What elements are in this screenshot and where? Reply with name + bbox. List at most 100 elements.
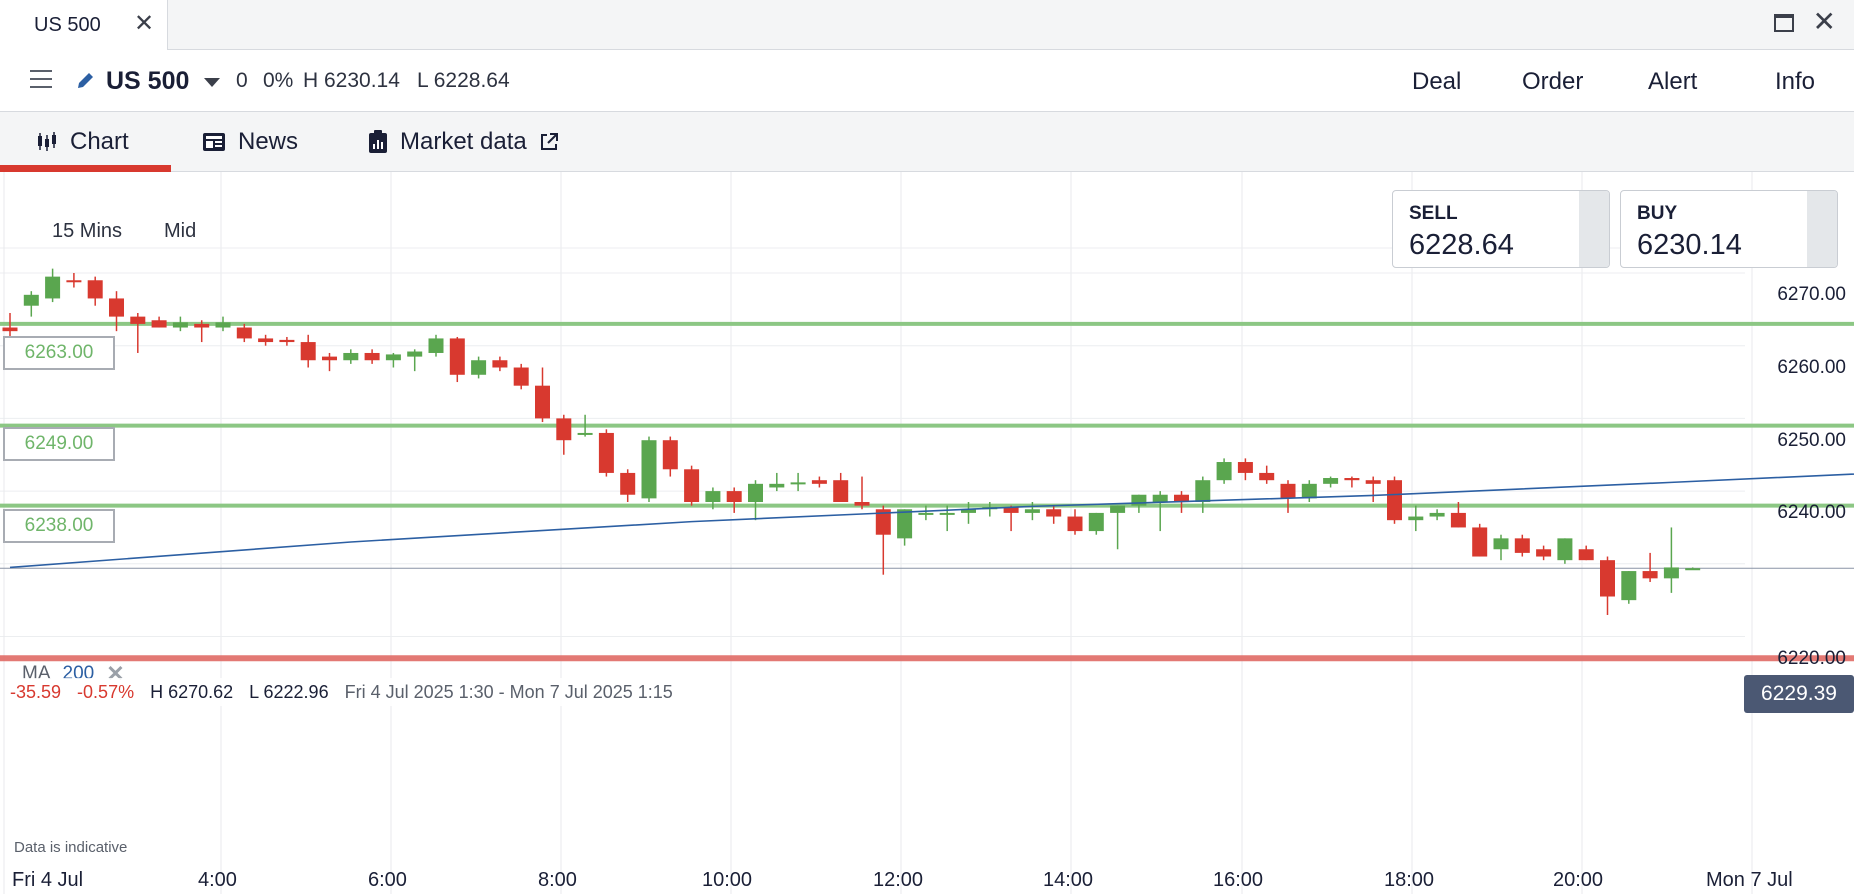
instrument-name[interactable]: US 500 — [106, 67, 190, 95]
candle-body — [1450, 512, 1466, 528]
candle-body — [1621, 571, 1637, 601]
candle-body — [769, 483, 785, 488]
candle-body — [109, 298, 124, 317]
chart-stats: -35.59 -0.57% H 6270.62 L 6222.96 Fri 4 … — [10, 678, 679, 706]
alert-button[interactable]: Alert — [1648, 68, 1698, 95]
candle-body — [1110, 505, 1126, 513]
disclaimer: Data is indicative — [14, 839, 128, 856]
candle-body — [1195, 480, 1211, 503]
candle-body — [1472, 527, 1488, 557]
candle-body — [1514, 538, 1530, 553]
candle-body — [23, 294, 39, 306]
candle-body — [1131, 494, 1147, 506]
candle-body — [1323, 478, 1339, 484]
candle-body — [705, 491, 721, 503]
candle-body — [598, 432, 614, 473]
candle-body — [641, 440, 657, 499]
candle-body — [194, 323, 210, 328]
news-icon — [203, 133, 225, 151]
candle-body — [1046, 509, 1062, 517]
candle-body — [577, 432, 593, 435]
price-type-selector[interactable]: Mid — [164, 220, 197, 242]
candle-body — [1216, 462, 1232, 481]
tab-market-data-label: Market data — [400, 128, 527, 155]
level-tag[interactable]: 6249.00 — [3, 427, 115, 461]
y-tick-label: 6260.00 — [1777, 357, 1846, 378]
candle-body — [556, 418, 572, 441]
period-change: -35.59 — [10, 681, 62, 702]
candle-body — [1174, 494, 1189, 503]
order-button[interactable]: Order — [1522, 68, 1584, 95]
candle-body — [854, 502, 870, 506]
chevron-down-icon[interactable] — [204, 78, 220, 87]
candlestick-icon — [38, 132, 56, 151]
candle-body — [1429, 512, 1445, 517]
tab-news[interactable]: News — [202, 112, 298, 172]
candle-body — [364, 352, 380, 361]
candle-body — [726, 491, 742, 503]
period-high: H 6270.62 — [150, 681, 234, 702]
period-range: Fri 4 Jul 2025 1:30 - Mon 7 Jul 2025 1:1… — [344, 681, 673, 702]
tab-chart[interactable]: Chart — [36, 112, 129, 172]
candle-body — [1408, 516, 1424, 521]
candle-body — [215, 322, 231, 328]
x-tick-label: 16:00 — [1213, 869, 1264, 891]
candle-body — [343, 352, 359, 361]
candle-body — [87, 280, 103, 299]
sell-button[interactable]: SELL 6228.64 — [1392, 190, 1610, 268]
candle-body — [385, 354, 401, 361]
deal-button[interactable]: Deal — [1412, 68, 1462, 95]
candle-body — [407, 351, 423, 357]
close-icon[interactable]: ✕ — [1812, 6, 1836, 37]
chart-canvas[interactable] — [0, 172, 1854, 894]
tab-title: US 500 — [34, 14, 101, 36]
timeframe-selector[interactable]: 15 Mins — [52, 220, 123, 242]
candle-body — [300, 342, 316, 361]
period-low: L 6222.96 — [249, 681, 329, 702]
x-tick-label: 14:00 — [1043, 869, 1094, 891]
candle-body — [151, 320, 167, 328]
x-tick-label: 8:00 — [538, 869, 577, 891]
pencil-icon[interactable] — [76, 70, 96, 90]
buy-price: 6230.14 — [1637, 229, 1742, 261]
buy-button[interactable]: BUY 6230.14 — [1620, 190, 1838, 268]
x-tick-label: 12:00 — [873, 869, 924, 891]
candle-body — [1642, 571, 1658, 579]
candle-body — [918, 512, 934, 515]
candle-body — [66, 280, 82, 283]
sell-label: SELL — [1409, 203, 1458, 224]
y-tick-label: 6220.00 — [1777, 648, 1846, 669]
level-tag[interactable]: 6263.00 — [3, 336, 115, 370]
candle-body — [449, 338, 465, 375]
candle-body — [322, 356, 337, 361]
candle-body — [130, 316, 146, 324]
external-link-icon[interactable] — [539, 132, 559, 152]
maximize-icon[interactable] — [1774, 14, 1794, 32]
candle-body — [172, 322, 188, 328]
price-chart[interactable]: 15 Mins Mid SELL 6228.64 BUY 6230.14 626… — [0, 172, 1854, 894]
info-button[interactable]: Info — [1775, 68, 1816, 95]
candle-body — [662, 440, 678, 470]
y-tick-label: 6240.00 — [1777, 502, 1846, 523]
candle-body — [1301, 483, 1317, 499]
x-tick-label: 6:00 — [368, 869, 407, 891]
instrument-header: US 500 0 0% H 6230.14 L 6228.64 Deal Ord… — [0, 50, 1854, 112]
candle-body — [811, 480, 827, 484]
candle-body — [279, 339, 295, 343]
sell-stripe — [1579, 191, 1609, 267]
hamburger-menu-icon[interactable] — [30, 70, 52, 88]
market-data-icon — [369, 130, 387, 153]
candle-body — [620, 472, 636, 495]
candle-body — [1578, 549, 1594, 561]
tab-market-data[interactable]: Market data — [368, 112, 559, 172]
candle-body — [1024, 509, 1040, 513]
instrument-tab[interactable]: US 500 ✕ — [0, 0, 168, 50]
period-change-percent: -0.57% — [77, 681, 135, 702]
window-tab-bar: US 500 ✕ ✕ — [0, 0, 1854, 50]
candle-body — [492, 360, 508, 368]
x-tick-label: 20:00 — [1553, 869, 1604, 891]
close-icon[interactable]: ✕ — [134, 10, 155, 37]
x-tick-label: 10:00 — [702, 869, 753, 891]
candle-body — [1344, 478, 1360, 481]
level-tag[interactable]: 6238.00 — [3, 509, 115, 543]
